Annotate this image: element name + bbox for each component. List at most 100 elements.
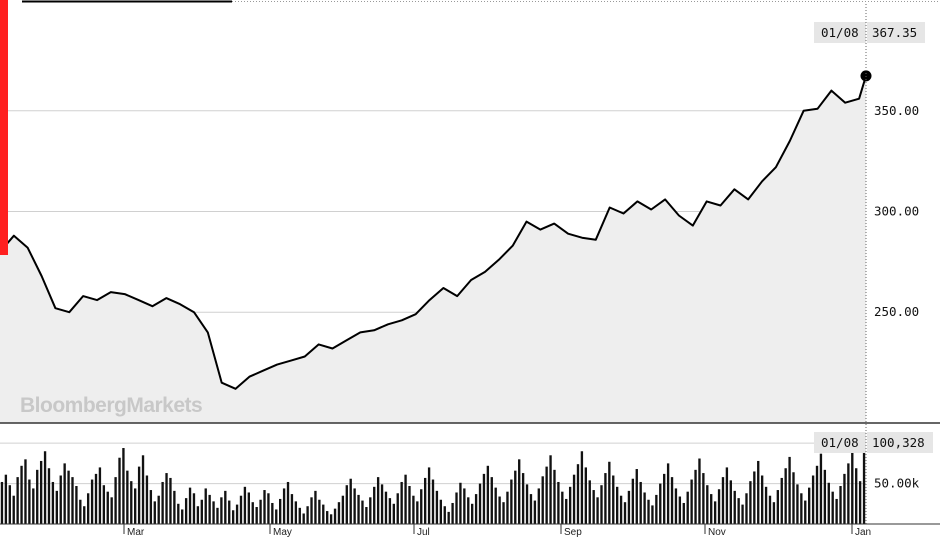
volume-bar — [604, 473, 607, 524]
volume-bar — [134, 488, 137, 524]
volume-bar — [282, 488, 286, 524]
volume-bar — [592, 490, 595, 524]
bloomberg-logo: BloombergMarkets — [20, 394, 202, 417]
volume-bar — [169, 477, 172, 524]
volume-bar — [416, 501, 419, 524]
volume-bar — [612, 475, 615, 524]
volume-bar — [725, 467, 729, 524]
volume-bar — [553, 469, 556, 524]
volume-bar — [353, 488, 356, 524]
volume-bar — [745, 493, 748, 524]
volume-bar — [757, 460, 760, 524]
volume-bar — [267, 493, 270, 524]
volume-bar — [141, 455, 145, 524]
vol-date-tag-bg — [814, 432, 866, 453]
volume-bar — [102, 485, 106, 524]
volume-bar — [764, 486, 768, 524]
volume-bar — [686, 491, 689, 524]
price-date-tag: 01/08 — [821, 25, 859, 40]
volume-bar — [596, 497, 599, 524]
volume-bar — [549, 455, 552, 524]
volume-bar — [114, 477, 117, 524]
volume-bar — [184, 498, 188, 524]
left-accent-bar — [0, 0, 8, 255]
volume-bar — [220, 497, 223, 524]
volume-bar — [28, 479, 31, 524]
volume-bar — [780, 477, 783, 524]
volume-bar — [694, 469, 697, 524]
volume-bar — [808, 487, 811, 525]
volume-bar — [243, 486, 247, 524]
price-y-tick-label: 350.00 — [874, 103, 919, 118]
volume-bar — [616, 486, 619, 524]
volume-bar — [706, 485, 709, 524]
x-tick-label: Jul — [417, 527, 430, 538]
volume-bar — [631, 478, 635, 524]
volume-bar — [165, 473, 168, 524]
volume-bar — [847, 463, 850, 525]
volume-bar — [43, 451, 47, 524]
volume-bar — [333, 508, 337, 524]
volume-bar — [396, 493, 399, 524]
volume-bar — [392, 503, 395, 524]
volume-bar — [839, 486, 842, 524]
volume-bar — [302, 513, 305, 524]
volume-bar — [259, 499, 262, 524]
volume-bar — [749, 481, 752, 524]
volume-bar — [760, 475, 764, 524]
volume-bar — [510, 479, 513, 524]
volume-bar — [341, 495, 345, 524]
volume-bar — [439, 499, 443, 524]
volume-bar — [373, 486, 376, 524]
volume-bar — [768, 495, 772, 524]
volume-bar — [75, 486, 78, 524]
chart-chrome: Mar May Jul Sep Nov Jan — [0, 0, 940, 538]
volume-bar — [36, 469, 39, 524]
volume-bar — [228, 500, 231, 524]
volume-bar — [200, 499, 203, 524]
volume-date-tag: 01/08 — [821, 435, 859, 450]
volume-bar — [0, 481, 4, 524]
volume-bar — [529, 494, 533, 524]
volume-value-tag: 100,328 — [872, 435, 925, 450]
volume-bar — [12, 495, 15, 524]
volume-bar — [572, 474, 576, 524]
volume-bar — [682, 502, 685, 524]
volume-bar — [565, 498, 568, 524]
volume-bar — [298, 507, 301, 524]
volume-bar — [851, 451, 854, 524]
volume-bar — [153, 501, 156, 524]
volume-bar — [263, 490, 266, 524]
volume-bar — [380, 484, 384, 524]
price-area — [0, 75, 866, 424]
volume-bar — [251, 502, 254, 524]
volume-bar — [486, 465, 490, 524]
volume-bar — [545, 466, 548, 524]
x-tick-label: Jan — [855, 527, 871, 538]
x-tick-label: Nov — [708, 527, 726, 538]
volume-bar — [788, 456, 791, 524]
volume-bar — [521, 473, 525, 524]
volume-bar — [388, 498, 392, 524]
volume-bar — [525, 484, 529, 524]
volume-bar — [561, 491, 564, 524]
volume-bar — [690, 479, 693, 524]
volume-bar — [619, 495, 623, 524]
volume-y-tick-label: 50.00k — [874, 476, 920, 491]
volume-bar — [83, 506, 86, 524]
volume-bar — [843, 473, 846, 524]
value-tag-bg — [867, 22, 925, 43]
volume-bar — [647, 499, 650, 524]
volume-bar — [271, 502, 274, 524]
volume-bar — [506, 491, 509, 524]
volume-bar — [651, 505, 654, 524]
volume-bar — [192, 493, 196, 524]
volume-bar — [157, 495, 160, 524]
volume-bar — [137, 466, 141, 524]
volume-bar — [290, 494, 294, 524]
volume-bar — [537, 488, 540, 524]
volume-bar — [110, 497, 113, 524]
volume-bar — [173, 490, 176, 524]
vol-value-tag-bg — [867, 432, 933, 453]
